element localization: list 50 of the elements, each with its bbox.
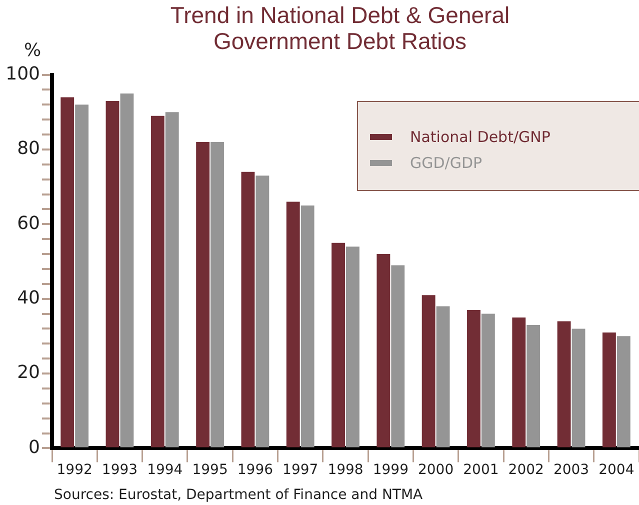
x-tick-label: 1996 xyxy=(237,462,274,478)
bar xyxy=(286,202,300,448)
bar xyxy=(196,142,210,448)
bar xyxy=(616,336,630,448)
y-tick-label: 60 xyxy=(17,212,40,234)
bar xyxy=(106,100,120,448)
x-tick-label: 1993 xyxy=(102,462,138,478)
x-tick-label: 1994 xyxy=(147,462,183,478)
x-tick-label: 1997 xyxy=(282,462,318,478)
bar xyxy=(602,332,616,448)
y-axis-title: % xyxy=(24,40,42,61)
x-tick-label: 1999 xyxy=(372,462,408,478)
x-tick-label: 1995 xyxy=(192,462,228,478)
bar xyxy=(256,176,270,448)
bar xyxy=(391,265,405,448)
source-note: Sources: Eurostat, Department of Finance and NTMA xyxy=(54,487,423,503)
bar xyxy=(120,93,134,448)
y-tick-label: 0 xyxy=(28,436,40,458)
x-tick-label: 1998 xyxy=(328,462,364,478)
bar xyxy=(572,328,586,448)
x-tick-label: 1992 xyxy=(56,462,92,478)
bar xyxy=(557,321,571,448)
bar xyxy=(150,116,164,448)
y-tick-label: 100 xyxy=(6,63,40,84)
bar xyxy=(512,318,526,448)
bar xyxy=(241,172,255,448)
bar xyxy=(422,295,436,448)
x-tick-label: 2001 xyxy=(463,462,499,478)
bar xyxy=(300,205,314,448)
bar xyxy=(436,306,450,448)
y-tick-label: 80 xyxy=(17,138,40,160)
bar xyxy=(60,97,74,448)
x-tick-label: 2002 xyxy=(508,462,544,478)
x-tick-label: 2003 xyxy=(553,462,590,478)
bar xyxy=(75,104,89,448)
x-tick-label: 2000 xyxy=(418,462,454,478)
y-tick-label: 40 xyxy=(17,288,40,309)
bar xyxy=(481,314,495,448)
bar xyxy=(332,242,345,448)
chart-title: Trend in National Debt & General Government Debt Ratios xyxy=(170,2,510,54)
bar xyxy=(467,310,480,448)
y-tick-label: 20 xyxy=(17,362,40,384)
bar xyxy=(165,112,179,448)
bar xyxy=(376,254,390,448)
x-tick-label: 2004 xyxy=(598,462,634,478)
bar xyxy=(526,324,540,448)
bar xyxy=(346,246,360,448)
legend-label: National Debt/GNP xyxy=(410,128,550,146)
bar xyxy=(210,142,224,448)
legend-label: GGD/GDP xyxy=(410,154,482,172)
